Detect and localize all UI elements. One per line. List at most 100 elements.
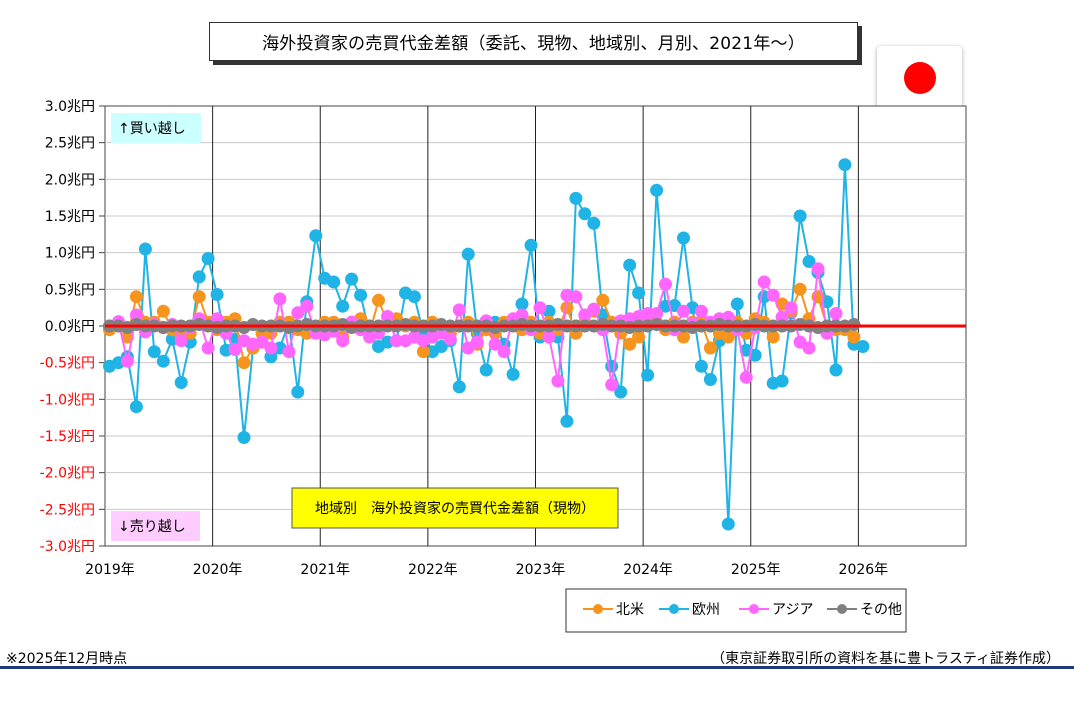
data-point	[703, 373, 717, 386]
buy-annotation: ↑買い越し	[118, 121, 186, 137]
x-tick-label: 2020年	[193, 562, 243, 578]
data-point	[694, 304, 708, 318]
data-point	[793, 209, 807, 223]
data-point	[587, 216, 601, 230]
data-point	[721, 517, 735, 531]
x-tick-label: 2024年	[623, 562, 673, 578]
data-point	[515, 297, 529, 311]
data-point	[515, 308, 529, 322]
data-point	[488, 337, 502, 351]
data-point	[838, 158, 852, 172]
data-point	[757, 275, 771, 289]
x-tick-label: 2021年	[300, 562, 350, 578]
data-point	[524, 238, 538, 252]
data-point	[372, 293, 385, 307]
data-point	[381, 310, 394, 323]
data-point	[560, 301, 574, 315]
data-point	[784, 301, 798, 315]
data-point	[703, 341, 717, 355]
sell-annotation-box	[111, 511, 200, 541]
y-axis-ticks: 3.0兆円 2.5兆円 2.0兆円 1.5兆円 1.0兆円 0.5兆円 0.0兆円 -0.5兆…	[40, 99, 105, 555]
data-point	[811, 262, 825, 276]
x-tick-label: 2025年	[731, 562, 781, 578]
y-tick-label: -2.0兆円	[40, 466, 95, 482]
data-point	[650, 183, 664, 197]
data-point	[416, 345, 430, 359]
data-point	[192, 270, 206, 284]
y-tick-label: 0.5兆円	[45, 282, 95, 298]
data-point	[354, 288, 368, 302]
data-point	[201, 252, 215, 265]
data-point	[596, 293, 610, 307]
y-tick-label: 0.0兆円	[45, 319, 95, 335]
data-point	[677, 231, 690, 245]
buy-annotation-box	[111, 113, 201, 143]
data-point	[793, 282, 807, 296]
series-3	[103, 318, 861, 334]
x-tick-label: 2022年	[408, 562, 458, 578]
data-point	[766, 288, 780, 302]
legend: 北米 欧州 アジア その他	[583, 602, 902, 618]
data-point	[748, 348, 762, 362]
data-point	[632, 330, 646, 344]
flag-sun	[904, 62, 936, 94]
data-point	[677, 330, 690, 344]
data-point	[605, 378, 619, 392]
x-tick-label: 2019年	[85, 562, 135, 578]
data-point	[659, 277, 672, 291]
data-point	[201, 341, 215, 355]
data-point	[237, 356, 251, 370]
data-point	[300, 299, 314, 313]
data-point	[129, 400, 143, 414]
legend-marker	[669, 604, 679, 614]
data-point	[560, 414, 574, 428]
data-point	[129, 308, 143, 322]
data-point	[461, 247, 475, 261]
data-point	[327, 275, 341, 289]
legend-label: アジア	[772, 602, 813, 618]
data-point	[452, 380, 466, 394]
data-point	[533, 301, 547, 315]
y-tick-label: 3.0兆円	[45, 99, 95, 115]
chart-title: 地域別 海外投資家の売買代金差額（現物）	[315, 500, 595, 517]
data-point	[677, 304, 690, 318]
data-point	[264, 341, 278, 355]
sell-annotation: ↓売り越し	[118, 519, 186, 535]
data-point	[587, 302, 601, 316]
legend-marker	[593, 604, 603, 614]
chart-series	[103, 158, 966, 531]
data-point	[443, 332, 457, 346]
data-point	[856, 340, 870, 353]
data-point	[156, 354, 170, 368]
data-point	[291, 385, 305, 399]
data-point	[407, 290, 421, 304]
data-point	[174, 334, 188, 348]
y-tick-label: -2.5兆円	[40, 502, 95, 518]
data-point	[829, 363, 843, 377]
data-point	[336, 299, 350, 313]
data-point	[847, 330, 861, 344]
data-point	[129, 290, 143, 304]
japan-flag-icon	[877, 46, 962, 108]
data-point	[551, 374, 565, 388]
x-tick-label: 2026年	[839, 562, 889, 578]
data-point	[497, 345, 511, 359]
y-tick-label: 1.0兆円	[45, 246, 95, 262]
data-point	[632, 286, 646, 300]
data-point	[336, 334, 350, 348]
data-point	[192, 290, 206, 304]
data-point	[282, 345, 296, 359]
data-point	[120, 354, 134, 368]
data-point	[237, 431, 251, 444]
y-tick-label: 2.0兆円	[45, 172, 95, 188]
legend-marker	[837, 604, 847, 614]
data-point	[479, 363, 493, 377]
data-point	[614, 385, 628, 399]
data-point	[345, 272, 359, 286]
data-point	[291, 306, 305, 320]
data-point	[452, 303, 466, 317]
data-point	[470, 335, 484, 349]
data-point	[578, 207, 592, 221]
data-point	[730, 297, 744, 311]
